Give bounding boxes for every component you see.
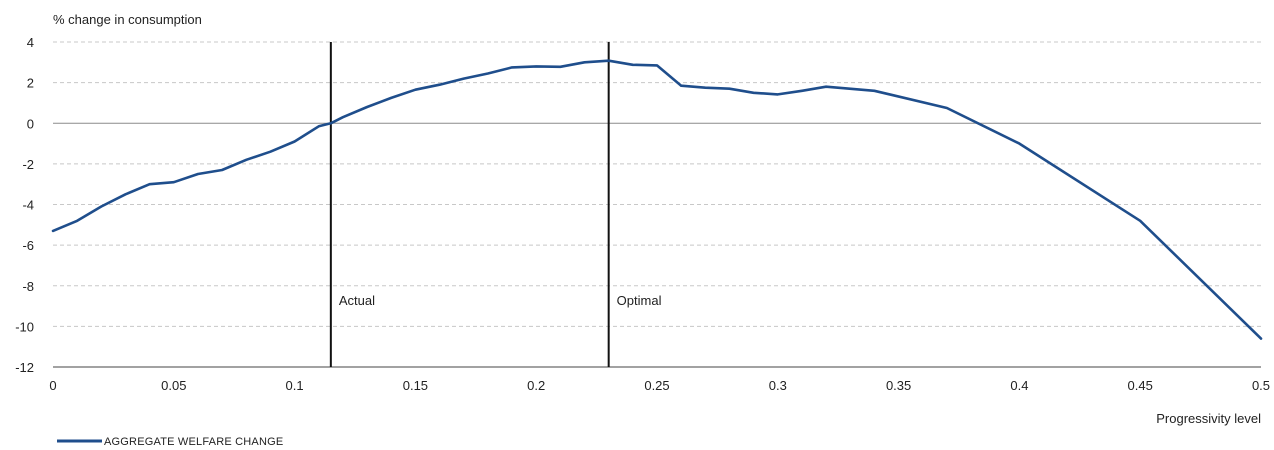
x-tick-label: 0.35	[886, 378, 911, 393]
y-tick-label: 2	[27, 76, 34, 91]
y-tick-label: -6	[22, 238, 34, 253]
reference-label-actual: Actual	[339, 293, 375, 308]
y-tick-label: -10	[15, 319, 34, 334]
reference-lines: Actual Optimal	[329, 42, 662, 367]
x-tick-label: 0.5	[1252, 378, 1270, 393]
x-tick-label: 0.25	[644, 378, 669, 393]
x-tick-label: 0.1	[286, 378, 304, 393]
series-line-aggregate-welfare-change	[51, 59, 1263, 340]
legend-label: AGGREGATE WELFARE CHANGE	[104, 436, 283, 448]
x-axis-label: Progressivity level	[1156, 411, 1261, 426]
reference-label-optimal: Optimal	[617, 293, 662, 308]
x-tick-label: 0	[49, 378, 56, 393]
legend: AGGREGATE WELFARE CHANGE	[57, 436, 283, 448]
x-tick-label: 0.2	[527, 378, 545, 393]
x-tick-label: 0.4	[1010, 378, 1028, 393]
gridlines	[53, 41, 1261, 368]
y-tick-label: -8	[22, 279, 34, 294]
x-tick-label: 0.45	[1128, 378, 1153, 393]
y-tick-label: -12	[15, 360, 34, 375]
y-tick-label: -2	[22, 157, 34, 172]
y-tick-label: 4	[27, 35, 34, 50]
y-tick-label: 0	[27, 116, 34, 131]
x-tick-label: 0.15	[403, 378, 428, 393]
x-axis-ticks: 0 0.05 0.1 0.15 0.2 0.25 0.3 0.35 0.4 0.45 0.5	[49, 378, 1270, 393]
y-axis-label: % change in consumption	[53, 12, 202, 27]
x-tick-label: 0.3	[769, 378, 787, 393]
y-axis-ticks: 4 2 0 -2 -4 -6 -8 -10 -12	[15, 35, 34, 375]
data-series	[51, 59, 1263, 340]
x-tick-label: 0.05	[161, 378, 186, 393]
y-tick-label: -4	[22, 198, 34, 213]
